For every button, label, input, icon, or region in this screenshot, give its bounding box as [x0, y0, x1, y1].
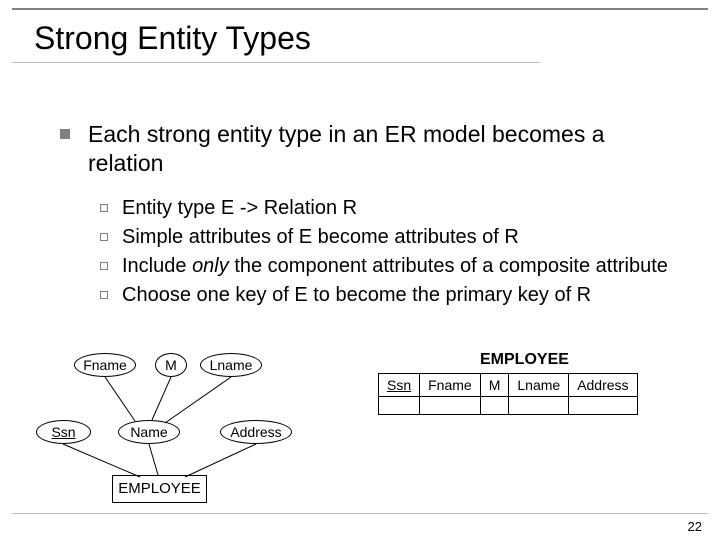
- table-column-header: Fname: [420, 374, 481, 397]
- table-cell: [379, 397, 420, 415]
- open-square-bullet-icon: [100, 262, 108, 270]
- page-number: 22: [688, 519, 702, 534]
- bullet-level2: Simple attributes of E become attributes…: [100, 225, 680, 250]
- entity-label: EMPLOYEE: [118, 480, 201, 497]
- square-bullet-icon: [60, 129, 70, 139]
- attr-name: Name: [118, 420, 180, 444]
- bullet-level2: Entity type E -> Relation R: [100, 196, 680, 221]
- top-rule: [12, 8, 708, 10]
- table-column-header: Address: [569, 374, 637, 397]
- open-square-bullet-icon: [100, 291, 108, 299]
- table-column-header: Lname: [509, 374, 569, 397]
- main-point-text: Each strong entity type in an ER model b…: [88, 120, 680, 178]
- attr-fname-label: Fname: [83, 354, 127, 373]
- table-column-header: M: [480, 374, 509, 397]
- attr-lname: Lname: [200, 353, 262, 377]
- subpoint-3b-italic: only: [192, 255, 229, 277]
- attr-address-label: Address: [230, 421, 281, 440]
- table-cell: [420, 397, 481, 415]
- slide-title: Strong Entity Types: [34, 20, 311, 57]
- table-column-header: Ssn: [379, 374, 420, 397]
- attr-lname-label: Lname: [210, 354, 253, 373]
- subpoint-2: Simple attributes of E become attributes…: [122, 225, 519, 250]
- table-body-row: [379, 397, 638, 415]
- open-square-bullet-icon: [100, 204, 108, 212]
- attr-fname: Fname: [74, 353, 136, 377]
- subpoint-4: Choose one key of E to become the primar…: [122, 283, 591, 308]
- table-header-row: SsnFnameMLnameAddress: [379, 374, 638, 397]
- attr-m: M: [155, 353, 187, 377]
- bullet-level2: Include only the component attributes of…: [100, 254, 680, 279]
- subpoint-3: Include only the component attributes of…: [122, 254, 668, 279]
- relation-table: SsnFnameMLnameAddress: [378, 373, 638, 415]
- relation-title: EMPLOYEE: [480, 351, 569, 369]
- entity-employee: EMPLOYEE: [112, 475, 207, 503]
- open-square-bullet-icon: [100, 233, 108, 241]
- table-cell: [569, 397, 637, 415]
- bullet-level2: Choose one key of E to become the primar…: [100, 283, 680, 308]
- attr-name-label: Name: [130, 421, 167, 440]
- table-cell: [480, 397, 509, 415]
- attr-ssn-label: Ssn: [51, 421, 75, 440]
- subpoint-1: Entity type E -> Relation R: [122, 196, 357, 221]
- title-underline: [12, 62, 540, 63]
- attr-m-label: M: [165, 354, 177, 373]
- bullet-level1: Each strong entity type in an ER model b…: [60, 120, 680, 178]
- slide-body: Each strong entity type in an ER model b…: [60, 120, 680, 312]
- subpoint-3a: Include: [122, 255, 192, 277]
- subpoint-3c: the component attributes of a composite …: [229, 255, 668, 277]
- diagram-area: Fname M Lname Ssn Name Address EMPLOYEE …: [0, 345, 720, 515]
- attr-address: Address: [220, 420, 292, 444]
- attr-ssn: Ssn: [36, 420, 91, 444]
- table-cell: [509, 397, 569, 415]
